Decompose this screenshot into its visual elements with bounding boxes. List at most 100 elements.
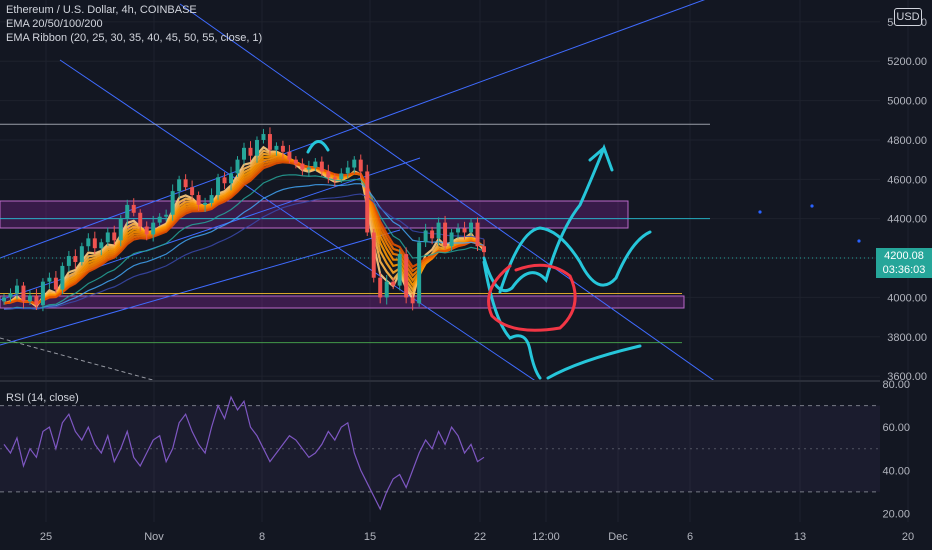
ribbon-line [3, 159, 485, 305]
candle [358, 154, 363, 179]
rsi-tick-label: 80.00 [882, 379, 910, 391]
time-tick-label: 25 [40, 531, 52, 543]
current-price-tag: 4200.08 03:36:03 [876, 248, 932, 278]
price-axis[interactable]: 5400.005200.005000.004800.004600.004400.… [887, 17, 927, 383]
ribbon-line [3, 161, 485, 305]
candle [280, 140, 285, 159]
candle [216, 173, 221, 200]
symbol-title[interactable]: Ethereum / U.S. Dollar, 4h, COINBASE [6, 4, 197, 16]
price-tick-label: 4800.00 [887, 135, 927, 147]
candle [209, 188, 214, 207]
rsi-legend[interactable]: RSI (14, close) [6, 392, 79, 404]
ema-ribbon [3, 145, 485, 308]
candle [293, 156, 298, 169]
candle [34, 288, 39, 310]
candle [92, 231, 97, 255]
candle [222, 172, 227, 190]
drawing-projection-3 [482, 260, 642, 380]
candle [384, 274, 389, 305]
candle [254, 136, 259, 163]
ema-line [3, 193, 485, 310]
candle [404, 247, 409, 304]
candle [319, 156, 324, 177]
candle [345, 160, 350, 179]
drawing-arrow-up [306, 140, 330, 154]
horizontal-levels [0, 123, 880, 344]
candle [203, 197, 208, 212]
time-tick-label: Nov [144, 531, 164, 543]
candle [410, 293, 415, 311]
candle [430, 226, 435, 245]
ribbon-line [3, 145, 485, 308]
candle [112, 225, 117, 246]
rsi-tick-label: 60.00 [882, 422, 910, 434]
candle [40, 278, 45, 312]
rsi-panel [0, 395, 880, 511]
candle [267, 127, 272, 155]
candle [99, 238, 104, 256]
candle [443, 215, 448, 250]
candle [482, 239, 486, 259]
candle [391, 278, 396, 290]
candle [164, 209, 169, 222]
candle [326, 164, 331, 184]
candle [436, 217, 441, 246]
time-tick-label: 22 [474, 531, 486, 543]
ema-line [3, 183, 485, 310]
candle [53, 271, 58, 294]
time-tick-label: 8 [259, 531, 265, 543]
candle [196, 191, 201, 211]
candle [86, 233, 91, 251]
time-tick-label: 12:00 [532, 531, 560, 543]
candle [229, 166, 234, 191]
candle [131, 198, 136, 217]
ema-legend[interactable]: EMA 20/50/100/200 [6, 18, 103, 30]
candle [332, 173, 337, 187]
candle [449, 228, 454, 251]
rsi-tick-label: 20.00 [882, 508, 910, 520]
candle [475, 217, 480, 251]
candle [242, 142, 246, 165]
candle [27, 290, 32, 305]
rsi-axis[interactable]: 80.00 60.00 40.00 20.00 [882, 379, 910, 520]
rsi-line [3, 395, 485, 511]
projection-dots [758, 204, 861, 243]
ribbon-line [3, 157, 485, 305]
time-tick-label: 13 [794, 531, 806, 543]
candle [261, 128, 266, 144]
candle [73, 249, 78, 270]
candle [248, 141, 253, 162]
candle [417, 237, 422, 307]
time-tick-label: 15 [364, 531, 376, 543]
candle [397, 248, 402, 291]
candle [183, 174, 188, 191]
ribbon-line [3, 156, 485, 306]
current-price-value: 4200.08 [884, 250, 924, 262]
ema-lines [3, 174, 485, 310]
price-candles [2, 127, 486, 312]
upper-zone [0, 200, 629, 229]
candle [2, 293, 6, 305]
candle [378, 272, 383, 304]
candle [313, 158, 318, 172]
price-tick-label: 5000.00 [887, 96, 927, 108]
candle [8, 288, 13, 303]
candle [170, 184, 175, 221]
currency-badge[interactable]: USD [894, 8, 922, 26]
hand-drawings [306, 140, 652, 380]
candle [190, 180, 195, 200]
candle [423, 223, 428, 248]
price-tick-label: 4400.00 [887, 214, 927, 226]
price-tick-label: 3600.00 [887, 371, 927, 383]
candle [339, 168, 344, 183]
candle [21, 282, 26, 309]
price-tick-label: 5200.00 [887, 56, 927, 68]
candle [235, 156, 240, 177]
ema-line [3, 174, 485, 310]
ema-ribbon-legend[interactable]: EMA Ribbon (20, 25, 30, 35, 40, 45, 50, … [6, 32, 263, 44]
drawing-projection-1 [482, 143, 614, 293]
trendlines [0, 0, 715, 380]
candle [47, 272, 52, 289]
time-axis[interactable]: 25 Nov 8 15 22 12:00 Dec 6 13 20 [40, 531, 914, 543]
